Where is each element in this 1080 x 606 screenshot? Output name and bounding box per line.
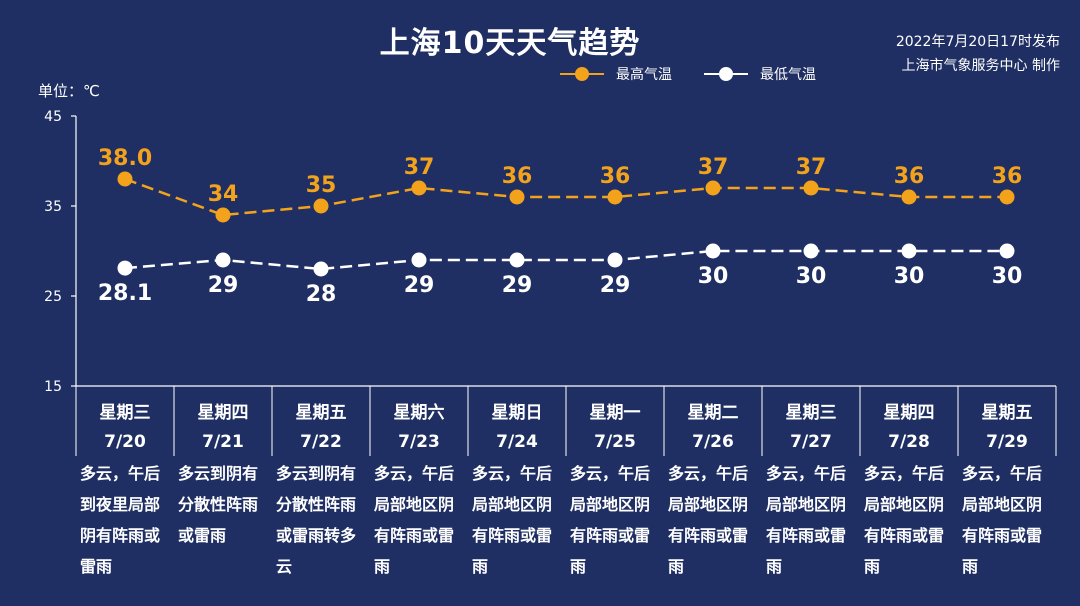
publish-time: 2022年7月20日17时发布 xyxy=(895,34,1060,50)
weather-description: 多云，午后到夜里局部阴有阵雨或雷雨 xyxy=(80,464,161,576)
weather-description: 多云到阴有分散性阵雨或雷雨转多云 xyxy=(276,464,357,576)
data-point-low xyxy=(411,252,427,268)
x-category-weekday: 星期五 xyxy=(982,403,1033,423)
data-label-low: 29 xyxy=(404,273,435,298)
unit-label: 单位：℃ xyxy=(38,82,100,100)
weather-description: 多云，午后局部地区阴有阵雨或雷雨 xyxy=(570,464,651,576)
data-label-high: 34 xyxy=(208,182,239,207)
data-point-high xyxy=(999,189,1015,205)
weather-descriptions: 多云，午后到夜里局部阴有阵雨或雷雨 多云到阴有分散性阵雨或雷雨 多云到阴有分散性阵雨… xyxy=(76,458,1056,582)
x-category-date: 7/25 xyxy=(594,432,636,452)
data-label-high: 36 xyxy=(894,164,925,189)
weather-description: 多云，午后局部地区阴有阵雨或雷雨 xyxy=(472,464,553,576)
data-point-high xyxy=(607,189,623,205)
data-label-high: 35 xyxy=(306,173,337,198)
data-point-high xyxy=(705,180,721,196)
series-line-low xyxy=(124,249,1007,271)
x-category-weekday: 星期五 xyxy=(296,403,347,423)
data-point-high xyxy=(215,207,231,223)
data-point-low xyxy=(117,260,133,276)
weather-description: 多云，午后局部地区阴有阵雨或雷雨 xyxy=(374,464,455,576)
x-category-weekday: 星期二 xyxy=(688,403,739,423)
data-label-high: 36 xyxy=(992,164,1023,189)
data-label-low: 28 xyxy=(306,282,337,307)
weather-description: 多云，午后局部地区阴有阵雨或雷雨 xyxy=(864,464,945,576)
publish-info: 2022年7月20日17时发布 上海市气象服务中心 制作 xyxy=(896,30,1060,78)
x-category-date: 7/22 xyxy=(300,432,342,452)
weather-description: 多云，午后局部地区阴有阵雨或雷雨 xyxy=(668,464,749,576)
x-category-date: 7/27 xyxy=(790,432,832,452)
data-point-high xyxy=(803,180,819,196)
legend-item-low: 最低气温 xyxy=(704,64,816,84)
data-point-high xyxy=(117,171,133,187)
data-label-low: 28.1 xyxy=(98,281,152,306)
data-point-low xyxy=(999,243,1015,259)
data-label-high: 37 xyxy=(698,155,729,180)
x-category-weekday: 星期六 xyxy=(394,402,445,423)
weather-description: 多云，午后局部地区阴有阵雨或雷雨 xyxy=(766,464,847,576)
x-category-weekday: 星期三 xyxy=(786,403,837,423)
data-point-high xyxy=(411,180,427,196)
data-label-low: 30 xyxy=(698,264,729,289)
y-tick-label: 45 xyxy=(44,109,62,125)
x-category-weekday: 星期四 xyxy=(198,403,249,423)
x-category-weekday: 星期一 xyxy=(590,403,641,423)
data-label-high: 38.0 xyxy=(98,146,152,171)
data-point-high xyxy=(509,189,525,205)
legend-high-label: 最高气温 xyxy=(616,67,672,83)
x-category-date: 7/24 xyxy=(496,432,538,452)
weather-description: 多云到阴有分散性阵雨或雷雨 xyxy=(178,464,259,545)
x-category-weekday: 星期四 xyxy=(884,403,935,423)
data-point-high xyxy=(901,189,917,205)
legend-low-label: 最低气温 xyxy=(760,67,816,83)
data-point-low xyxy=(215,252,231,268)
x-category-date: 7/21 xyxy=(202,432,244,452)
chart-title: 上海10天天气趋势 xyxy=(379,26,641,61)
x-category-date: 7/29 xyxy=(986,432,1028,452)
data-point-low xyxy=(607,252,623,268)
data-label-high: 36 xyxy=(600,164,631,189)
legend-high-marker xyxy=(560,66,604,82)
weather-description: 多云，午后局部地区阴有阵雨或雷雨 xyxy=(962,464,1043,576)
data-label-low: 30 xyxy=(992,264,1023,289)
data-label-low: 30 xyxy=(796,264,827,289)
data-point-high xyxy=(313,198,329,214)
data-point-low xyxy=(901,243,917,259)
y-tick-label: 35 xyxy=(44,199,62,215)
legend-low-marker xyxy=(704,66,748,82)
x-category-date: 7/23 xyxy=(398,432,440,452)
data-point-low xyxy=(509,252,525,268)
publisher: 上海市气象服务中心 制作 xyxy=(901,58,1060,74)
data-label-high: 36 xyxy=(502,164,533,189)
data-label-low: 29 xyxy=(502,273,533,298)
data-label-high: 37 xyxy=(796,155,827,180)
x-category-weekday: 星期三 xyxy=(100,403,151,423)
x-category-date: 7/20 xyxy=(104,432,146,452)
legend-item-high: 最高气温 xyxy=(560,64,672,84)
data-label-low: 30 xyxy=(894,264,925,289)
data-point-low xyxy=(803,243,819,259)
data-label-high: 37 xyxy=(404,155,435,180)
x-category-date: 7/26 xyxy=(692,432,734,452)
data-point-low xyxy=(313,261,329,277)
x-category-date: 7/28 xyxy=(888,432,930,452)
y-tick-label: 25 xyxy=(44,289,62,305)
data-label-low: 29 xyxy=(600,273,631,298)
legend: 最高气温 最低气温 xyxy=(560,64,848,84)
data-label-low: 29 xyxy=(208,273,239,298)
series-line-high xyxy=(124,177,1007,217)
x-category-weekday: 星期日 xyxy=(492,403,543,423)
data-point-low xyxy=(705,243,721,259)
y-tick-label: 15 xyxy=(44,379,62,395)
